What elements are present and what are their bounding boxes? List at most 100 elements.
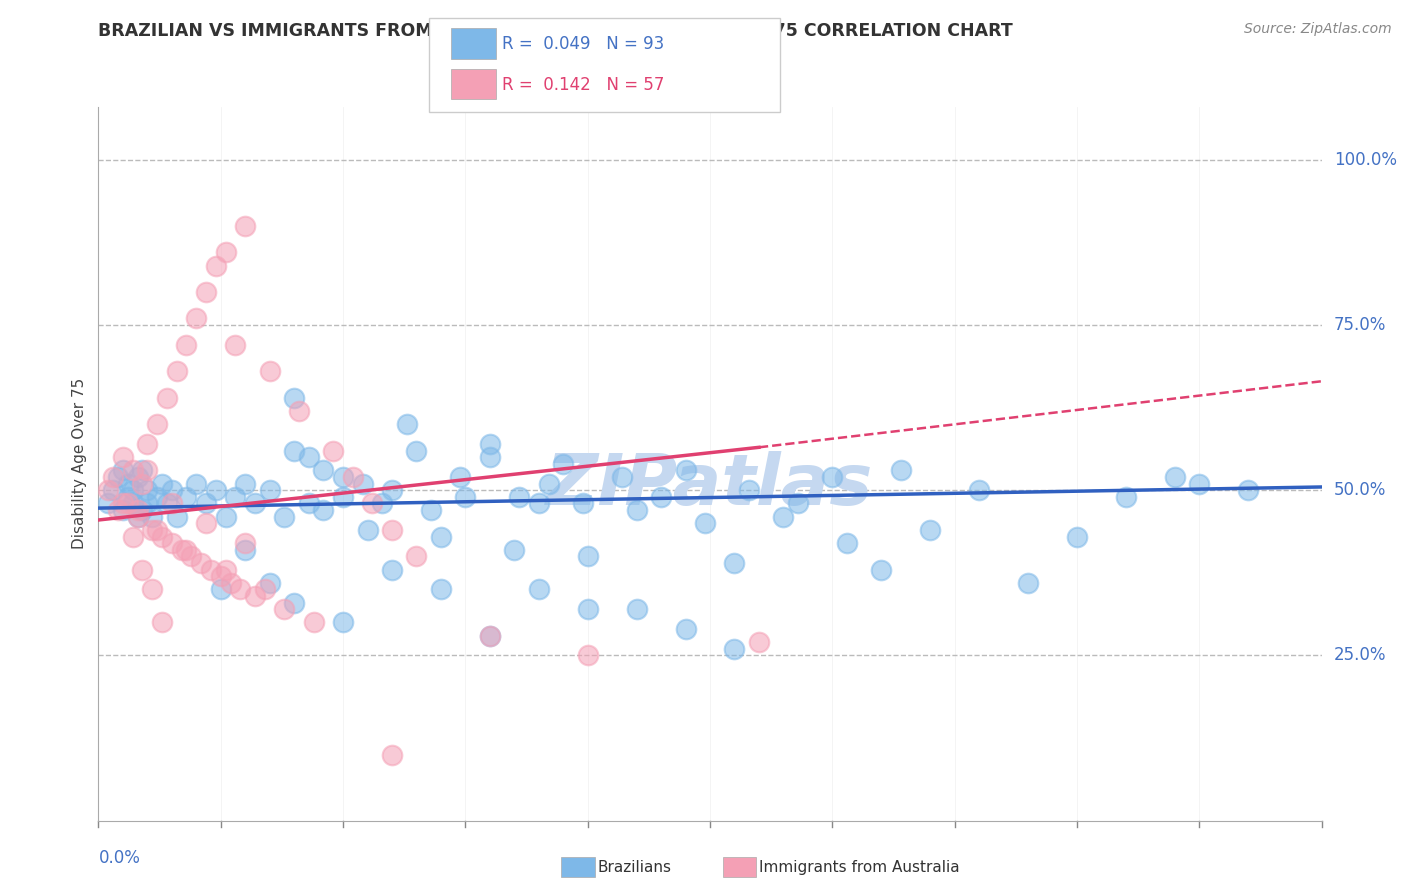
Point: [748, 635, 770, 649]
Point: [572, 496, 595, 510]
Point: [352, 476, 374, 491]
Point: [111, 496, 134, 510]
Point: [553, 457, 575, 471]
Point: [136, 483, 159, 498]
Point: [111, 450, 134, 465]
Text: 100.0%: 100.0%: [1334, 151, 1398, 169]
Point: [273, 509, 295, 524]
Point: [478, 437, 501, 451]
Point: [214, 509, 236, 524]
Point: [166, 509, 188, 524]
Point: [186, 311, 208, 326]
Point: [121, 529, 143, 543]
Point: [176, 490, 198, 504]
Point: [283, 443, 305, 458]
Point: [101, 483, 124, 498]
Point: [205, 259, 228, 273]
Point: [450, 470, 472, 484]
Point: [111, 503, 134, 517]
Text: 75.0%: 75.0%: [1334, 316, 1386, 334]
Point: [361, 496, 384, 510]
Point: [430, 582, 453, 597]
Point: [111, 463, 134, 477]
Point: [141, 582, 163, 597]
Point: [332, 470, 354, 484]
Point: [675, 463, 697, 477]
Point: [224, 490, 246, 504]
Point: [170, 542, 193, 557]
Text: 0.0%: 0.0%: [98, 849, 141, 867]
Point: [141, 523, 163, 537]
Point: [117, 490, 139, 504]
Point: [259, 483, 281, 498]
Point: [195, 516, 218, 531]
Point: [160, 483, 183, 498]
Point: [787, 496, 810, 510]
Text: 50.0%: 50.0%: [1334, 482, 1386, 500]
Point: [356, 523, 378, 537]
Point: [576, 549, 599, 564]
Point: [156, 391, 179, 405]
Point: [371, 496, 394, 510]
Point: [214, 245, 236, 260]
Point: [136, 437, 159, 451]
Point: [97, 483, 120, 498]
Point: [229, 582, 252, 597]
Point: [97, 496, 120, 510]
Point: [454, 490, 477, 504]
Point: [146, 417, 169, 432]
Point: [478, 629, 501, 643]
Point: [283, 391, 305, 405]
Point: [322, 443, 344, 458]
Point: [253, 582, 276, 597]
Point: [503, 542, 526, 557]
Point: [723, 641, 745, 656]
Text: R =  0.142   N = 57: R = 0.142 N = 57: [502, 76, 664, 94]
Point: [626, 602, 648, 616]
Point: [312, 463, 335, 477]
Point: [821, 470, 844, 484]
Point: [259, 364, 281, 378]
Point: [273, 602, 295, 616]
Point: [107, 470, 129, 484]
Point: [160, 496, 183, 510]
Point: [1164, 470, 1187, 484]
Point: [508, 490, 530, 504]
Point: [342, 470, 364, 484]
Point: [121, 483, 143, 498]
Point: [117, 476, 139, 491]
Point: [117, 496, 139, 510]
Point: [180, 549, 202, 564]
Point: [576, 602, 599, 616]
Point: [312, 503, 335, 517]
Point: [381, 523, 404, 537]
Point: [576, 648, 599, 663]
Point: [1066, 529, 1088, 543]
Point: [1017, 575, 1039, 590]
Point: [650, 490, 672, 504]
Point: [131, 476, 153, 491]
Point: [214, 563, 236, 577]
Point: [920, 523, 942, 537]
Point: [381, 483, 404, 498]
Point: [395, 417, 418, 432]
Point: [156, 496, 179, 510]
Y-axis label: Disability Age Over 75: Disability Age Over 75: [72, 378, 87, 549]
Point: [141, 509, 163, 524]
Point: [420, 503, 443, 517]
Point: [723, 556, 745, 570]
Point: [136, 496, 159, 510]
Point: [332, 615, 354, 630]
Point: [298, 496, 321, 510]
Point: [127, 503, 149, 517]
Point: [626, 503, 648, 517]
Point: [209, 569, 232, 583]
Point: [160, 536, 183, 550]
Point: [131, 563, 153, 577]
Point: [1237, 483, 1260, 498]
Point: [381, 563, 404, 577]
Point: [870, 563, 893, 577]
Point: [195, 496, 218, 510]
Point: [209, 582, 232, 597]
Point: [205, 483, 228, 498]
